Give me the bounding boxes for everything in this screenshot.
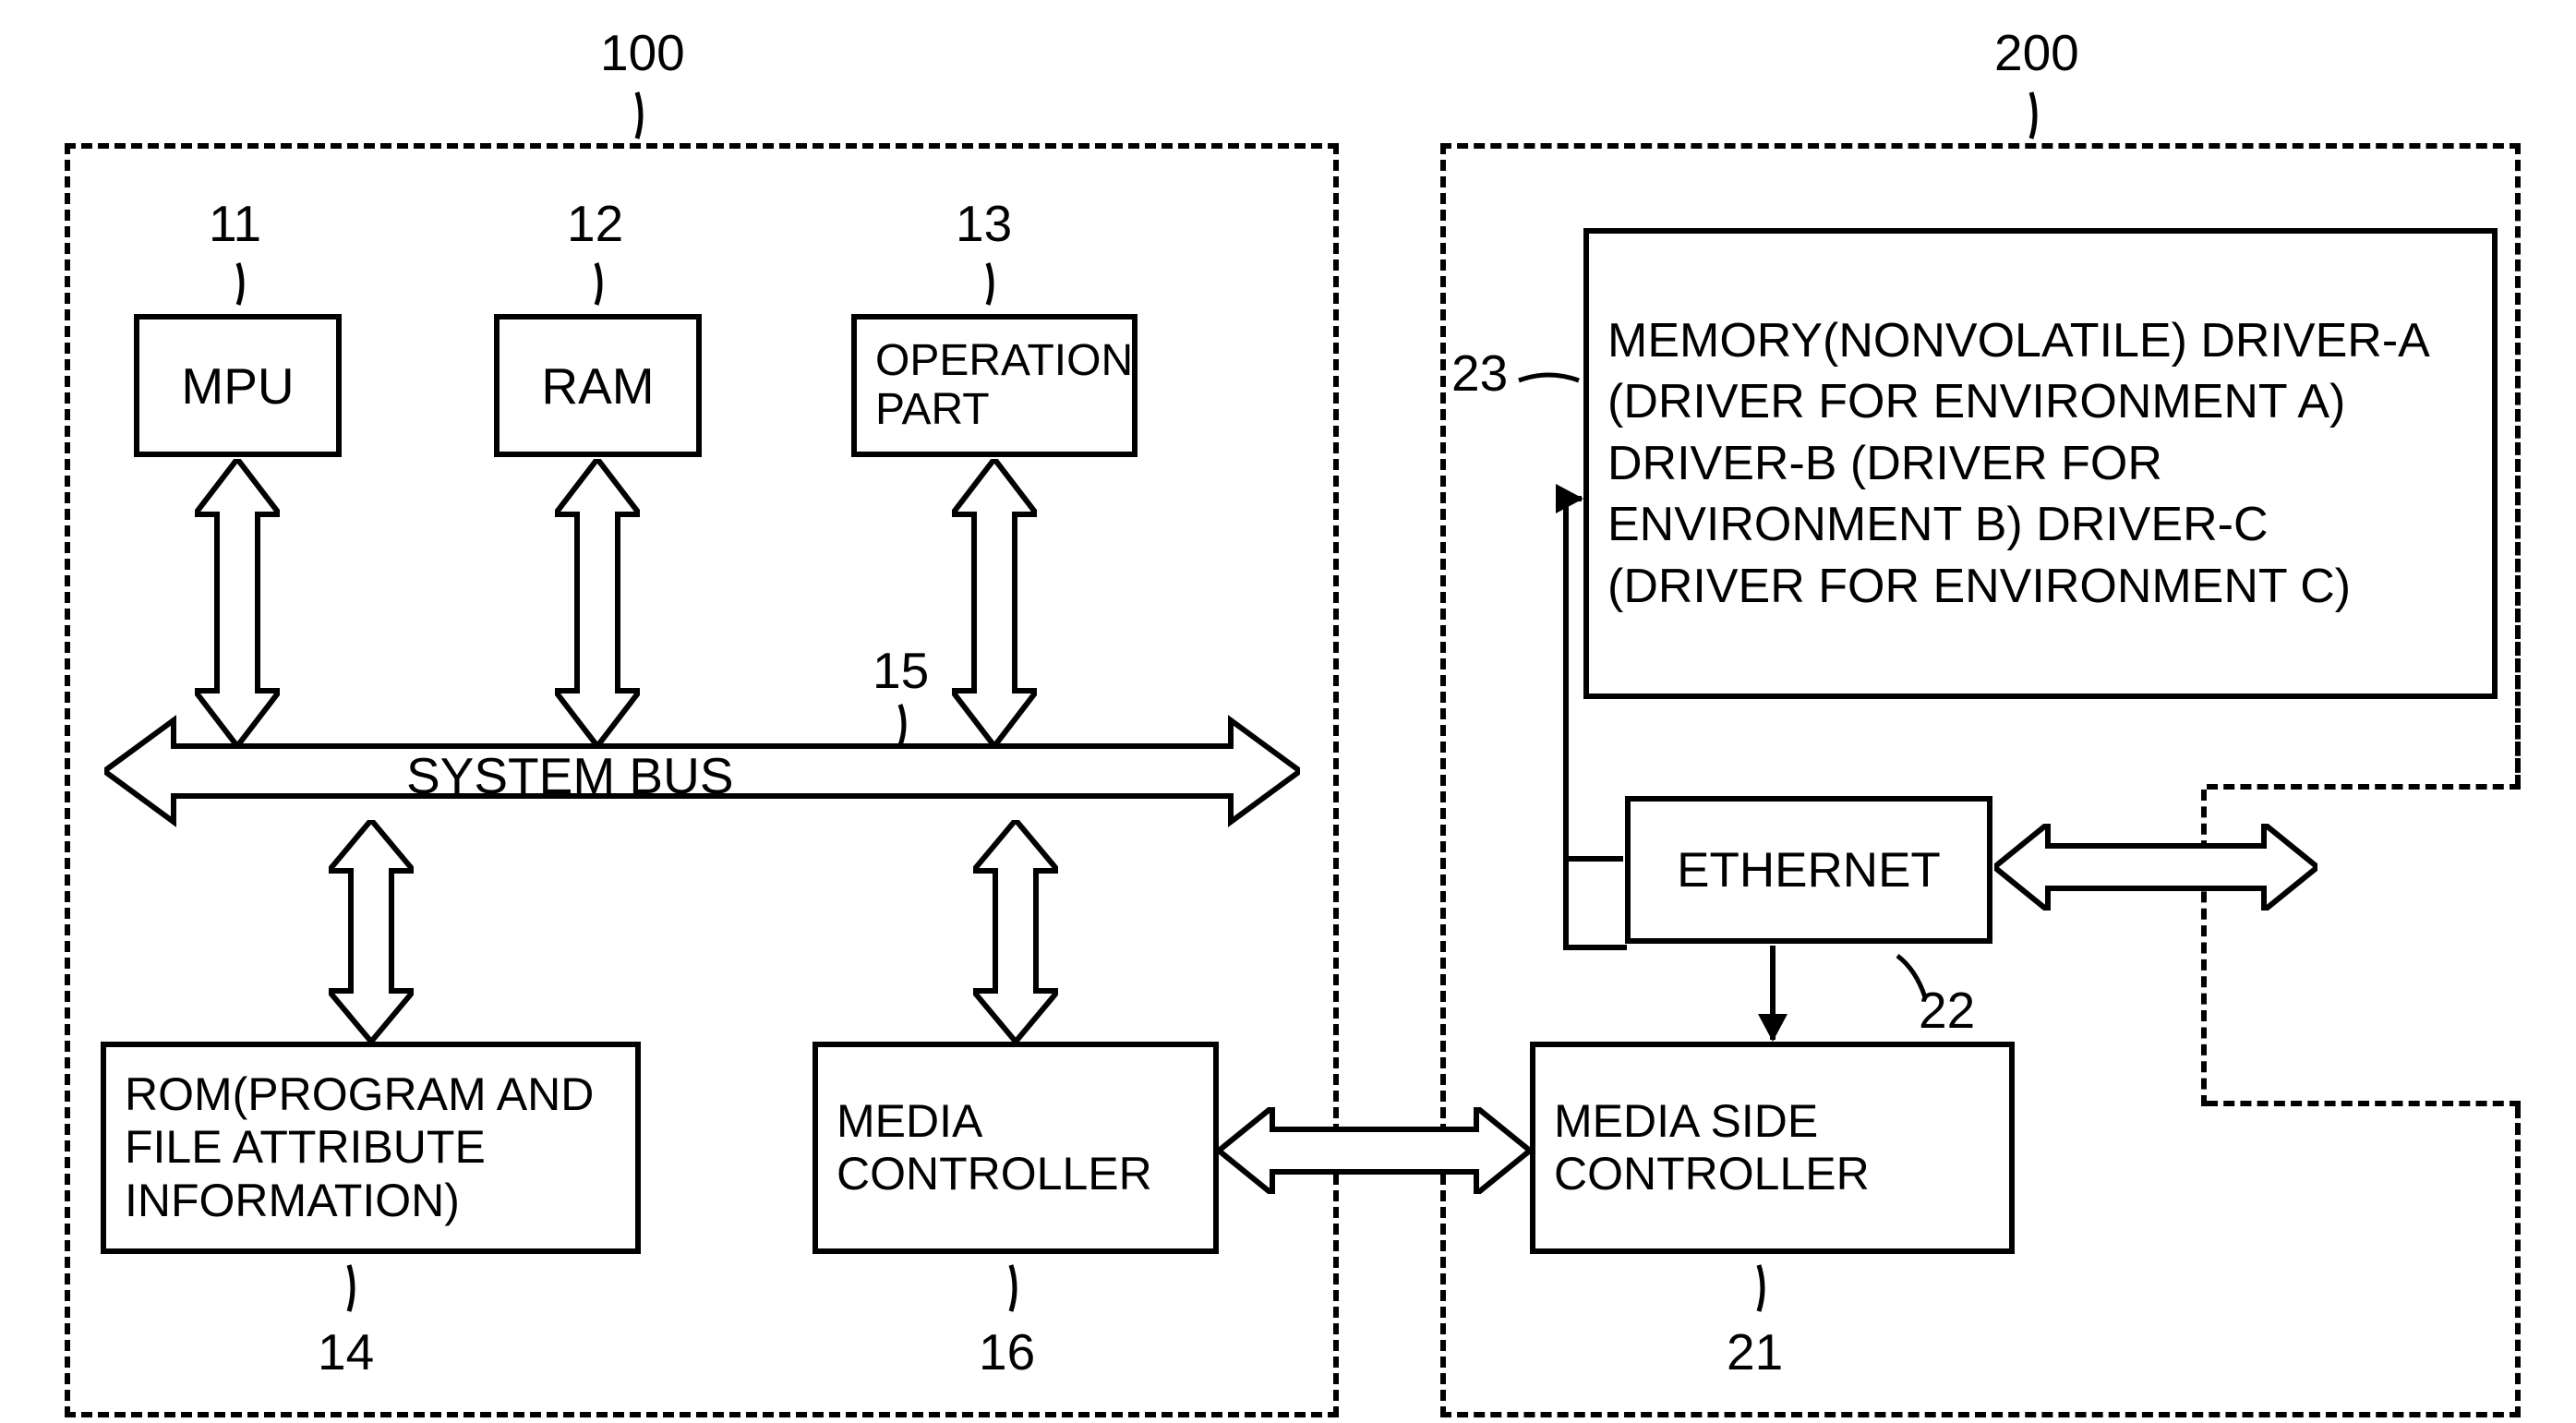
box-mpu-label: MPU bbox=[181, 356, 294, 416]
thin-arrows bbox=[1477, 462, 2031, 1053]
system-bus-label: SYSTEM BUS bbox=[406, 746, 734, 805]
ref-100: 100 bbox=[600, 23, 685, 82]
box-operation-part-label: OPERATION PART bbox=[875, 337, 1133, 435]
container-200-notch-bottom bbox=[2207, 1101, 2521, 1106]
ref-16: 16 bbox=[979, 1322, 1035, 1381]
ref-14-tick bbox=[340, 1260, 377, 1316]
arrow-mctl-mside bbox=[1219, 1107, 1530, 1194]
ref-12: 12 bbox=[567, 194, 623, 253]
ref-23-tick bbox=[1514, 369, 1583, 406]
ref-100-tick bbox=[628, 88, 665, 143]
box-ram: RAM bbox=[494, 314, 702, 457]
box-operation-part: OPERATION PART bbox=[851, 314, 1138, 457]
ref-11-tick bbox=[229, 259, 266, 309]
ref-23: 23 bbox=[1451, 344, 1508, 403]
ref-15: 15 bbox=[873, 641, 929, 700]
box-ram-label: RAM bbox=[541, 356, 654, 416]
ref-11: 11 bbox=[209, 194, 261, 253]
box-media-controller: MEDIA CONTROLLER bbox=[813, 1042, 1219, 1254]
ref-14: 14 bbox=[318, 1322, 374, 1381]
ref-15-tick bbox=[891, 702, 928, 748]
container-200-right-lower-seg bbox=[2515, 1106, 2521, 1417]
container-200-top-right-seg bbox=[2515, 143, 2521, 790]
ref-200: 200 bbox=[1994, 23, 2079, 82]
box-media-controller-label: MEDIA CONTROLLER bbox=[837, 1095, 1195, 1201]
arrow-op-bus bbox=[952, 459, 1037, 746]
arrow-eth-ext bbox=[1994, 824, 2317, 910]
box-media-side-controller-label: MEDIA SIDE CONTROLLER bbox=[1554, 1095, 1991, 1201]
ref-12-tick bbox=[587, 259, 624, 309]
arrow-ram-bus bbox=[555, 459, 640, 746]
ref-21: 21 bbox=[1727, 1322, 1783, 1381]
ref-21-tick bbox=[1750, 1260, 1787, 1316]
ref-13: 13 bbox=[956, 194, 1012, 253]
ref-13-tick bbox=[979, 259, 1016, 309]
container-200-notch-top bbox=[2207, 784, 2521, 790]
arrow-mctl-bus bbox=[973, 820, 1058, 1042]
box-mpu: MPU bbox=[134, 314, 342, 457]
box-rom: ROM(PROGRAM AND FILE ATTRIBUTE INFORMATI… bbox=[101, 1042, 641, 1254]
box-media-side-controller: MEDIA SIDE CONTROLLER bbox=[1530, 1042, 2015, 1254]
arrow-rom-bus bbox=[329, 820, 414, 1042]
ref-200-tick bbox=[2022, 88, 2059, 143]
box-rom-label: ROM(PROGRAM AND FILE ATTRIBUTE INFORMATI… bbox=[125, 1068, 617, 1228]
ref-16-tick bbox=[1002, 1260, 1039, 1316]
arrow-mpu-bus bbox=[195, 459, 280, 746]
